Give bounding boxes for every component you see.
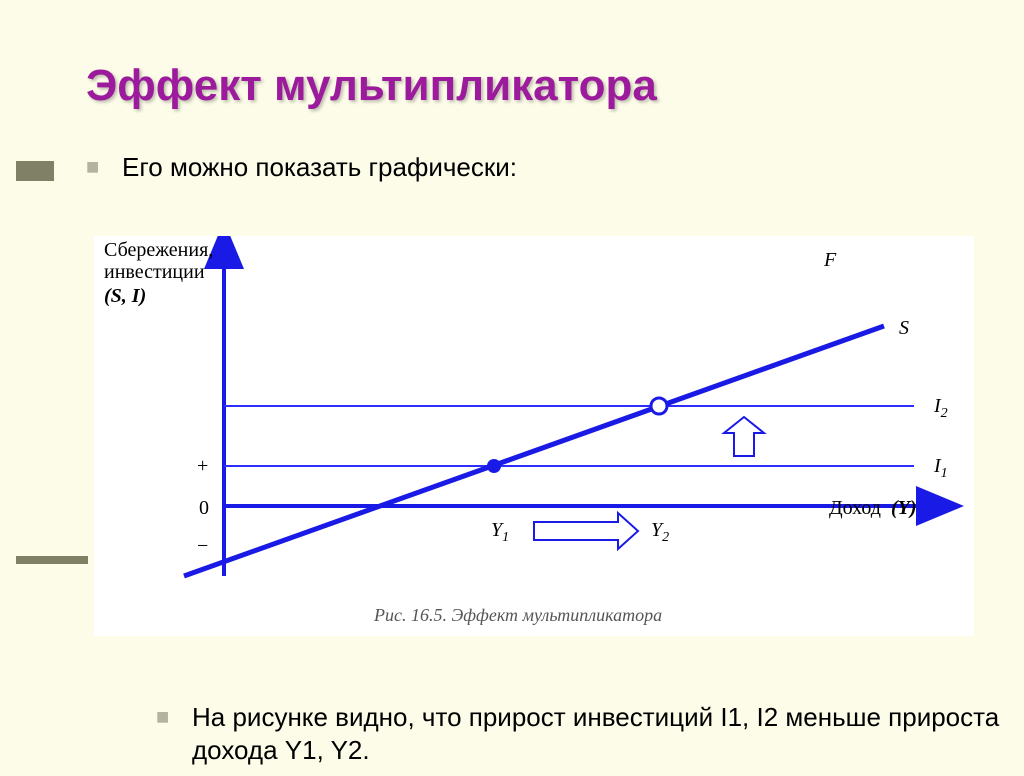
accent-bar-bottom <box>16 556 88 564</box>
svg-text:0: 0 <box>199 497 209 519</box>
svg-text:(Y): (Y) <box>891 497 917 519</box>
slide-title: Эффект мультипликатора <box>86 61 1008 111</box>
bullet-2: На рисунке видно, что прирост инвестиций… <box>156 701 1024 766</box>
svg-text:Доход: Доход <box>829 497 881 519</box>
svg-text:Y2: Y2 <box>651 519 669 545</box>
chart-container: Сбережения,инвестиции(S, I) Доход (Y) 0 + − F S… <box>94 236 974 636</box>
accent-bar-top <box>16 161 54 181</box>
svg-text:инвестиции: инвестиции <box>104 261 205 283</box>
svg-text:Рис. 16.5. Эффект мультипликат: Рис. 16.5. Эффект мультипликатора <box>373 605 662 625</box>
svg-text:(S, I): (S, I) <box>104 285 146 307</box>
svg-text:Сбережения,: Сбережения, <box>104 239 213 261</box>
bullet-1: Его можно показать графически: <box>86 151 1008 184</box>
multiplier-chart: Сбережения,инвестиции(S, I) Доход (Y) 0 + − F S… <box>94 236 974 636</box>
svg-text:I1: I1 <box>933 455 948 481</box>
svg-text:Y1: Y1 <box>491 519 509 545</box>
svg-text:I2: I2 <box>933 395 948 421</box>
svg-text:S: S <box>899 317 909 339</box>
svg-text:+: + <box>197 455 208 477</box>
svg-text:F: F <box>823 249 837 271</box>
svg-text:−: − <box>197 535 208 557</box>
